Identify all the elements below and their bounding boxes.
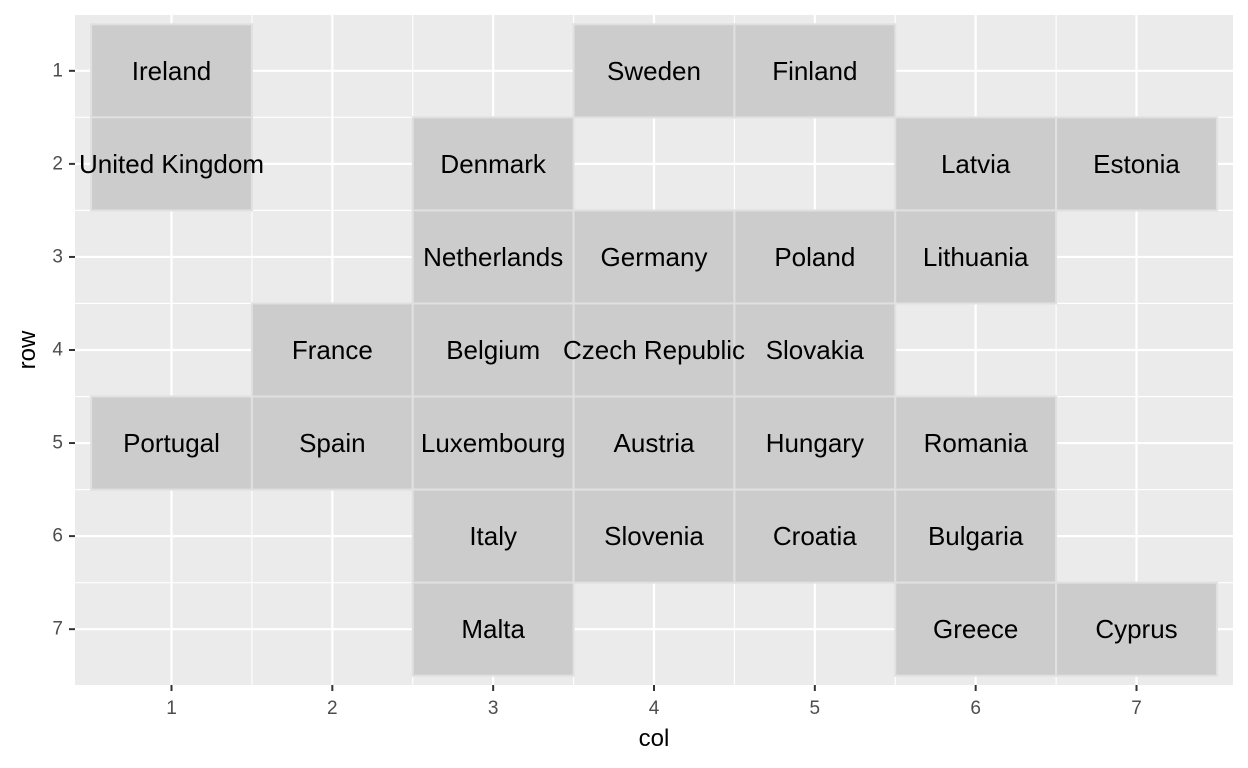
tile <box>90 395 253 491</box>
tile-label: Netherlands <box>423 242 563 272</box>
y-tick-label: 1 <box>52 60 63 81</box>
tile <box>572 209 736 305</box>
tile <box>894 488 1058 584</box>
tile <box>733 488 897 584</box>
x-axis-title: col <box>639 725 670 752</box>
tile-label: Estonia <box>1093 149 1180 179</box>
tile-label: Germany <box>601 242 708 272</box>
y-tick-label: 2 <box>52 153 63 174</box>
tile-label: France <box>292 335 373 365</box>
x-tick-label: 5 <box>810 698 821 719</box>
x-tick-label: 2 <box>327 698 338 719</box>
y-tick-label: 5 <box>52 433 63 454</box>
tile-label: Italy <box>469 521 517 551</box>
tile-label: Bulgaria <box>928 521 1024 551</box>
y-axis: 1 2 3 4 5 6 7 <box>52 60 75 640</box>
tile-label: Malta <box>461 614 525 644</box>
tile-label: Ireland <box>132 56 212 86</box>
tile-label: Greece <box>933 614 1018 644</box>
x-tick-label: 7 <box>1131 698 1142 719</box>
y-tick-label: 7 <box>52 619 63 640</box>
y-axis-title: row <box>14 330 41 369</box>
tile <box>894 581 1058 677</box>
tile-label: Finland <box>772 56 857 86</box>
tile <box>411 581 575 677</box>
tile <box>411 302 575 398</box>
tile <box>250 302 414 398</box>
tile-label: Belgium <box>446 335 540 365</box>
tile <box>733 209 897 305</box>
x-tick-label: 1 <box>166 698 177 719</box>
x-tick-label: 3 <box>488 698 499 719</box>
tile <box>572 488 736 584</box>
tile <box>90 116 253 212</box>
y-tick-label: 6 <box>52 526 63 547</box>
tiles <box>90 23 1218 677</box>
tile-label: Latvia <box>941 149 1011 179</box>
tile-labels: Ireland Sweden Finland United Kingdom Denmar… <box>79 56 1180 644</box>
y-tick-label: 3 <box>52 246 63 267</box>
x-tick-label: 6 <box>970 698 981 719</box>
tile-label: Croatia <box>773 521 857 551</box>
tile <box>733 23 897 119</box>
tile <box>894 116 1058 212</box>
x-tick-label: 4 <box>649 698 660 719</box>
tile-label: Denmark <box>440 149 546 179</box>
tile <box>1055 116 1218 212</box>
tile-label: Poland <box>774 242 855 272</box>
tile-label: United Kingdom <box>79 149 264 179</box>
tile-label: Luxembourg <box>421 428 566 458</box>
tile-label: Czech Republic <box>563 335 745 365</box>
tile <box>733 395 897 491</box>
tile-label: Sweden <box>607 56 701 86</box>
tile <box>572 23 736 119</box>
tile-label: Slovenia <box>604 521 704 551</box>
tile <box>894 209 1058 305</box>
tile-label: Lithuania <box>923 242 1029 272</box>
tile <box>411 209 575 305</box>
tile-label: Portugal <box>123 428 220 458</box>
tile <box>411 395 575 491</box>
tile-label: Hungary <box>766 428 864 458</box>
tile-label: Slovakia <box>766 335 865 365</box>
tile <box>572 395 736 491</box>
y-tick-label: 4 <box>52 340 63 361</box>
tile <box>733 302 897 398</box>
tile <box>572 302 736 398</box>
tile <box>1055 581 1218 677</box>
tile <box>894 395 1058 491</box>
tile-label: Austria <box>614 428 695 458</box>
tile <box>250 395 414 491</box>
x-axis: 1 2 3 4 5 6 7 <box>166 685 1142 719</box>
tile-label: Cyprus <box>1095 614 1177 644</box>
tile-label: Spain <box>299 428 366 458</box>
tile-label: Romania <box>924 428 1029 458</box>
tile <box>90 23 253 119</box>
